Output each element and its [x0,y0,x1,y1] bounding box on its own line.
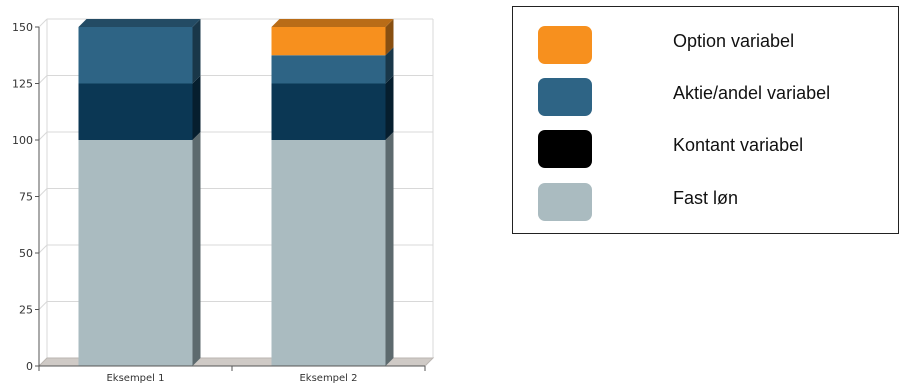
legend-label-kontant: Kontant variabel [673,135,804,155]
legend-label-fast-lon: Fast løn [673,188,739,208]
gridline-side [38,18,48,28]
legend-item-kontant: Kontant variabel [513,130,898,170]
y-tick-label-25: 25 [19,304,33,317]
bar-segment-1-1 [271,83,386,140]
legend-item-fast-lon: Fast løn [513,183,898,223]
legend-item-option: Option variabel [513,26,898,66]
bar-segment-1-2 [271,55,386,84]
bar-segment-0-2 [78,27,193,84]
y-tick-label-125: 125 [12,78,33,91]
gridline-side [38,131,48,141]
legend: Option variabel Aktie/andel variabel Kon… [512,6,899,234]
bar-side-0-2 [192,19,201,84]
legend-swatch-fast-lon [538,183,592,221]
legend-item-aktie: Aktie/andel variabel [513,78,898,118]
bar-segment-0-1 [78,83,193,140]
bar-layer [78,19,394,366]
y-tick-label-0: 0 [26,360,33,373]
y-tick-label-75: 75 [19,191,33,204]
x-tick-label-0: Eksempel 1 [106,373,164,384]
bar-side-1-2 [385,47,394,84]
axis-layer: Eksempel 1 Eksempel 2 0 25 50 75 100 125 150 [12,21,426,384]
gridline-side [38,75,48,84]
gridline-side [38,188,48,197]
legend-label-aktie: Aktie/andel variabel [673,83,831,103]
bar-segment-1-0 [271,140,386,366]
legend-swatch-aktie [538,78,592,116]
bar-segment-1-3 [271,27,386,56]
gridline-side [38,301,48,310]
y-tick-label-150: 150 [12,21,33,34]
y-tick-label-100: 100 [12,134,33,147]
legend-label-option: Option variabel [673,31,795,51]
gridline-side [38,244,48,254]
bar-top-0 [78,19,201,27]
legend-swatch-kontant [538,130,592,168]
legend-swatch-option [538,26,592,64]
bar-side-0-1 [192,75,201,140]
stacked-bar-chart: Eksempel 1 Eksempel 2 0 25 50 75 100 125 150 [12,18,435,384]
bar-side-0-0 [192,132,201,366]
bar-segment-0-0 [78,140,193,366]
bar-side-1-3 [385,19,394,56]
x-tick-label-1: Eksempel 2 [299,373,357,384]
y-tick-label-50: 50 [19,247,33,260]
bar-top-1 [271,19,394,27]
bar-side-1-1 [385,75,394,140]
bar-side-1-0 [385,132,394,366]
